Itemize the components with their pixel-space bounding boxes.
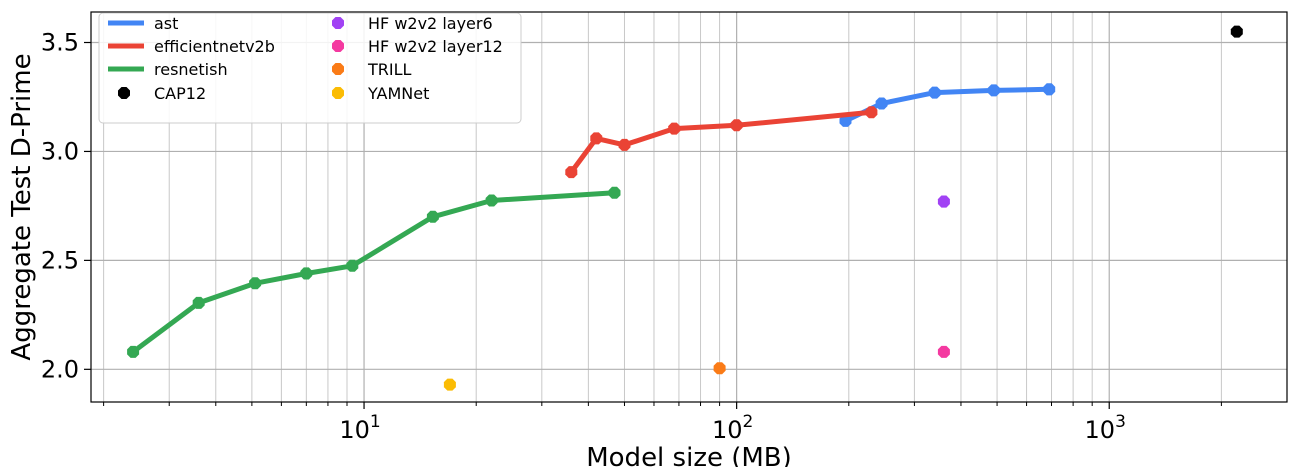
y-tick-label: 2.0 [41, 355, 79, 383]
data-point [937, 345, 950, 358]
series-line [568, 109, 874, 175]
data-point [937, 195, 950, 208]
data-point [1230, 25, 1243, 38]
series-hf-w2v2-layer12 [937, 345, 950, 358]
legend-swatch [118, 87, 130, 99]
data-point [668, 122, 681, 135]
series-yamnet [443, 378, 456, 391]
legend-label: ast [154, 14, 178, 33]
x-tick-label: 101 [339, 412, 380, 444]
y-axis-title: Aggregate Test D-Prime [7, 53, 37, 360]
legend-swatch [332, 87, 344, 99]
legend-label: YAMNet [367, 84, 429, 103]
data-point [485, 194, 498, 207]
legend-box [98, 12, 522, 124]
x-axis-title: Model size (MB) [586, 443, 792, 467]
data-point [865, 106, 878, 119]
legend-label: resnetish [154, 60, 228, 79]
series-layer [127, 25, 1243, 391]
legend-item: CAP12 [118, 84, 206, 103]
legend-label: efficientnetv2b [154, 37, 275, 56]
legend: ast efficientnetv2b resnetish CAP12 HF w2v2 … [98, 12, 522, 124]
data-point [875, 97, 888, 110]
series-trill [713, 362, 726, 375]
data-point [987, 84, 1000, 97]
legend-item: YAMNet [332, 84, 429, 103]
data-point [618, 138, 631, 151]
y-tick-label: 3.5 [41, 29, 79, 57]
axis-ticks [84, 41, 1222, 409]
y-tick-label: 2.5 [41, 246, 79, 274]
data-point [426, 210, 439, 223]
legend-swatch [332, 17, 344, 29]
data-point [127, 345, 140, 358]
series-hf-w2v2-layer6 [937, 195, 950, 208]
series-cap12 [1230, 25, 1243, 38]
plot-frame [90, 11, 1288, 403]
data-point [249, 277, 262, 290]
legend-swatch [332, 63, 344, 75]
legend-item: HF w2v2 layer12 [332, 37, 503, 56]
legend-label: HF w2v2 layer12 [368, 37, 503, 56]
data-point [608, 186, 621, 199]
data-point [443, 378, 456, 391]
legend-label: HF w2v2 layer6 [368, 14, 493, 33]
data-point [192, 296, 205, 309]
data-point [730, 119, 743, 132]
legend-item: resnetish [108, 60, 228, 79]
data-point [713, 362, 726, 375]
series-ast [839, 83, 1056, 127]
data-point [300, 267, 313, 280]
legend-swatch [332, 40, 344, 52]
legend-label: TRILL [367, 60, 412, 79]
x-tick-label: 102 [712, 412, 753, 444]
legend-item: ast [108, 14, 178, 33]
data-point [590, 132, 603, 145]
data-point [928, 86, 941, 99]
legend-item: TRILL [332, 60, 412, 79]
legend-item: efficientnetv2b [108, 37, 275, 56]
data-point [839, 114, 852, 127]
y-tick-label: 3.0 [41, 137, 79, 165]
series-line [130, 190, 617, 355]
data-point [565, 166, 578, 179]
data-point [346, 259, 359, 272]
legend-item: HF w2v2 layer6 [332, 14, 493, 33]
legend-label: CAP12 [154, 84, 206, 103]
data-point [1043, 83, 1056, 96]
x-tick-label: 103 [1085, 412, 1126, 444]
series-resnetish [127, 186, 621, 358]
tick-labels: 101 102 103 2.0 2.5 3.0 3.5 [41, 29, 1126, 444]
series-efficientnetv2b [565, 106, 878, 179]
